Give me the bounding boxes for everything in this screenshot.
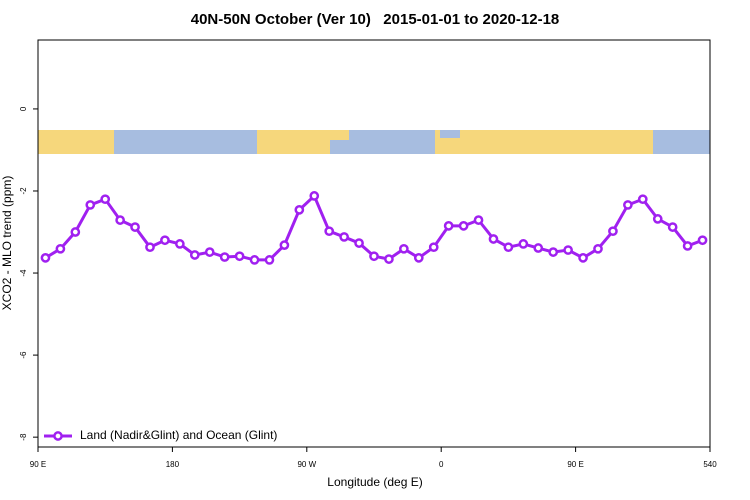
point [533,243,544,253]
point [369,251,379,262]
y-axis-label: XCO2 - MLO trend (ppm) [0,176,14,311]
point [623,200,633,210]
point [399,243,409,254]
point [413,253,424,263]
point [428,242,439,253]
x-tick-label: 90 W [297,460,316,469]
point [652,214,663,224]
point [443,221,454,231]
point [130,222,140,232]
point [667,222,678,232]
y-tick-label: -6 [19,351,28,359]
point [115,215,125,225]
x-tick-label: 0 [439,460,444,469]
point [593,243,603,254]
legend-label: Land (Nadir&Glint) and Ocean (Glint) [80,428,277,442]
point [518,239,529,249]
point [354,238,364,248]
x-axis-label: Longitude (deg E) [327,475,422,489]
y-tick-label: -2 [19,187,28,195]
point [204,247,215,257]
point [563,245,573,255]
point [160,235,170,246]
point [309,191,320,201]
y-tick-label: -4 [19,269,28,277]
point [548,247,559,257]
point [55,243,66,254]
point [145,242,155,253]
point [40,253,51,263]
point [279,240,290,250]
map-strip [38,130,710,154]
point [458,221,469,231]
x-tick-label: 180 [166,460,180,469]
x-tick-label: 90 E [30,460,46,469]
point [608,226,618,237]
chart-title: 40N-50N October (Ver 10) 2015-01-01 to 2… [191,11,560,28]
point [339,232,349,242]
point [100,194,111,205]
plot-frame [37,39,711,448]
point [219,252,230,262]
x-tick-label: 540 [703,460,717,469]
point [70,227,81,237]
point [473,215,484,225]
y-tick-label: 0 [19,106,28,111]
point [578,253,588,263]
point [384,254,394,264]
legend-marker [53,431,63,441]
point [503,242,514,253]
point [294,205,305,215]
point [264,255,275,265]
point [189,250,200,260]
point [85,200,96,210]
y-tick-label: -8 [19,433,28,441]
point [697,235,708,246]
point [234,251,245,262]
point [682,241,693,251]
series-line [44,193,704,262]
x-tick-label: 90 E [567,460,583,469]
point [175,239,185,249]
point [488,234,499,244]
point [637,194,648,205]
point [324,226,335,237]
point [249,255,260,265]
